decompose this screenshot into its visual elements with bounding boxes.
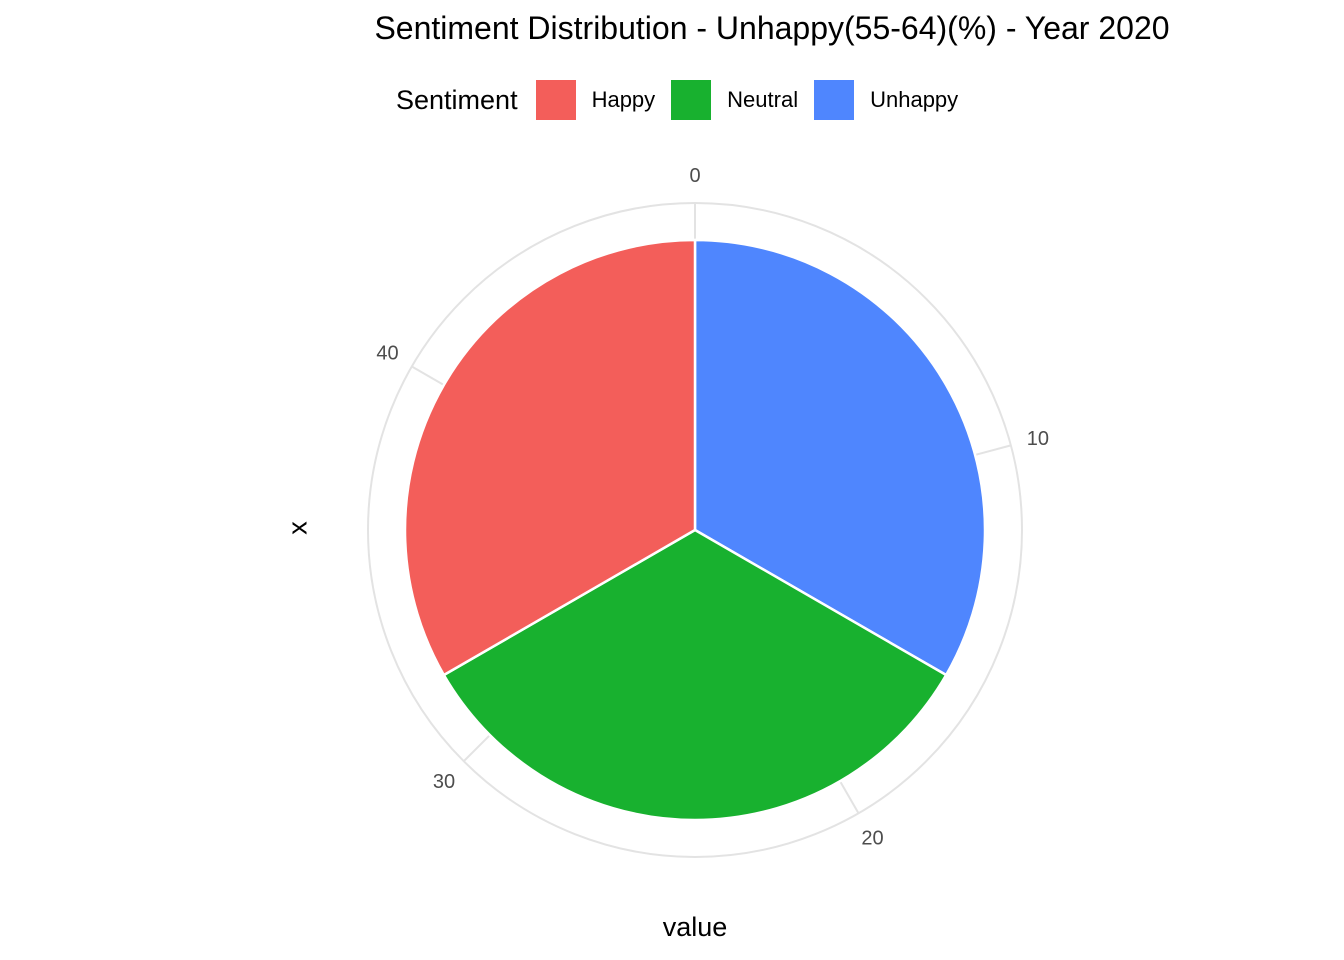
chart-title: Sentiment Distribution - Unhappy(55-64)(… (374, 10, 1170, 46)
x-axis-label: value (662, 912, 728, 942)
y-axis-label: x (282, 521, 313, 535)
legend: Sentiment Happy Neutral Unhappy (396, 78, 974, 122)
grid-spoke-20 (839, 780, 860, 814)
slice-neutral (442, 528, 948, 822)
tick-label-0: 0 (689, 165, 700, 187)
grid-spoke-10 (974, 444, 1012, 456)
legend-swatch-neutral (671, 80, 712, 120)
grid-spokes (411, 203, 1012, 814)
radial-tick-labels: 0 10 20 30 40 (376, 165, 1049, 849)
tick-label-40: 40 (376, 343, 398, 365)
legend-label-happy: Happy (591, 87, 656, 112)
slice-unhappy (693, 238, 987, 677)
legend-item-happy: Happy (535, 80, 656, 120)
tick-label-30: 30 (433, 771, 455, 793)
slice-happy (403, 238, 697, 677)
legend-swatch-unhappy (814, 80, 855, 120)
tick-label-10: 10 (1027, 428, 1049, 450)
legend-title: Sentiment (396, 84, 518, 115)
grid-spoke-30 (463, 734, 491, 762)
legend-item-neutral: Neutral (671, 80, 798, 120)
legend-label-unhappy: Unhappy (870, 87, 959, 112)
legend-item-unhappy: Unhappy (814, 80, 958, 120)
grid-spoke-40 (411, 365, 445, 386)
tick-label-20: 20 (861, 827, 883, 849)
pie-slices (403, 238, 987, 822)
legend-label-neutral: Neutral (727, 87, 799, 112)
legend-swatch-happy (535, 80, 576, 120)
